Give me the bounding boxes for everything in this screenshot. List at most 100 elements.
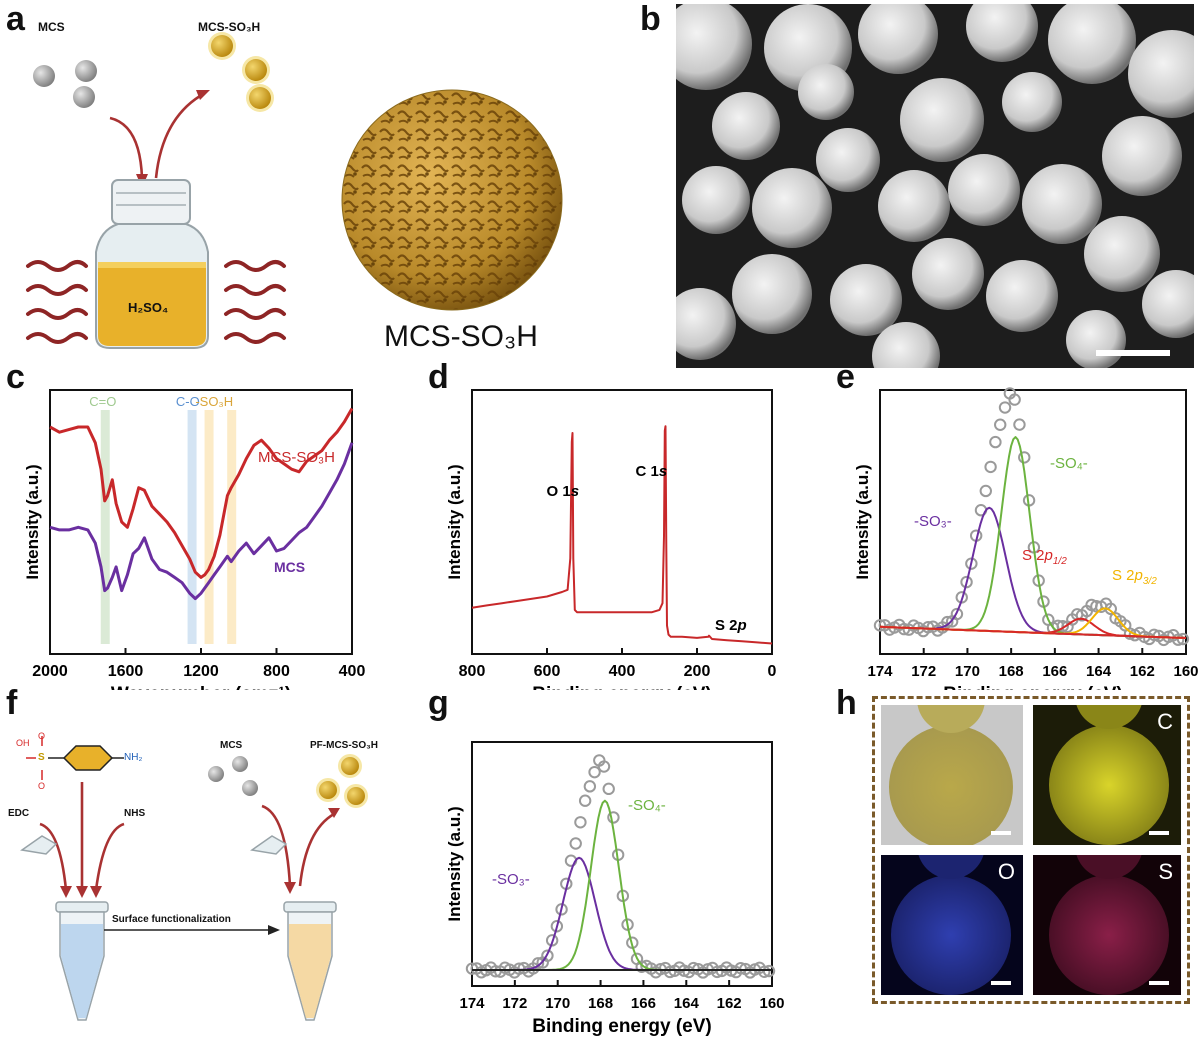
chart-g: 174 172 170 168 166 164 162 160 Binding energy (… [445,741,785,1037]
mcs-particles [33,60,97,108]
mcs-so3h-label: MCS-SO₃H [198,20,261,34]
surface-functionalization-label: Surface functionalization [112,914,231,925]
x-tick-label: 162 [1130,663,1155,680]
tube-1 [20,835,109,1021]
data-point [1008,393,1021,406]
data-point [989,435,1002,449]
eds-o-tile: O [881,855,1023,995]
edc-label: EDC [8,808,30,819]
x-tick-label: 168 [999,663,1024,680]
data-point [550,920,564,933]
panel-label-h: h [836,684,857,722]
data-point [984,460,997,474]
mcs-label: MCS [38,20,65,34]
background-line [879,625,1187,639]
h2so4-label: H₂SO₄ [128,300,169,315]
data-point [531,957,545,970]
x-tick-label: 172 [502,995,527,1012]
data-point [941,615,954,629]
component-label: -SO₄- [628,797,666,814]
data-point [574,816,587,829]
band-highlight [187,410,197,644]
component-label: -SO₃- [914,513,952,530]
x-axis-label: Binding energy (eV) [532,1016,711,1037]
chart-c: 2000 1600 1200 800 400 Wavenumber (cm⁻¹) Inten… [23,389,366,690]
eds-o-label: O [997,859,1015,884]
x-tick-label: 170 [955,663,980,680]
series-line [471,425,773,645]
y-axis-label: Intensity (a.u.) [23,464,42,579]
chart-d: 800 600 400 200 0 Binding energy (eV) Intensit… [445,389,777,690]
peak-label: S 2p [715,617,747,634]
sulfanilic-acid-structure [26,736,124,780]
panel-label-e: e [836,358,855,396]
x-tick-label: 164 [674,995,700,1012]
porous-sphere [341,89,563,311]
data-point [1171,633,1185,646]
data-point [758,965,771,978]
oh-label: OH [16,738,30,748]
plot-frame [471,389,773,655]
x-tick-label: 400 [339,663,366,680]
acid-jar [95,179,209,349]
x-tick-label: 600 [534,663,561,680]
component-label: S 2p3/2 [1112,567,1157,587]
x-tick-label: 174 [459,995,485,1012]
nhs-label: NHS [124,808,146,819]
y-axis-label: Intensity (a.u.) [445,464,464,579]
data-point [583,780,597,793]
x-tick-label: 162 [717,995,742,1012]
y-axis-label: Intensity (a.u.) [445,806,464,921]
band-highlight [204,410,214,644]
x-axis-label: Binding energy (eV) [943,684,1122,690]
eds-overlay-tile [881,705,1023,845]
component-line [879,436,1187,639]
y-axis-label: Intensity (a.u.) [853,464,872,579]
band-highlight [100,410,110,644]
data-point [597,760,611,773]
data-point [994,418,1007,431]
data-point [607,811,620,824]
series-line [49,407,354,579]
data-points [465,754,776,979]
reagent-arrows [39,782,125,891]
data-point [602,782,615,796]
eds-s-label: S [1158,859,1173,884]
process-arrows-f [261,804,335,887]
plot-frame [879,389,1187,655]
x-tick-label: 166 [631,995,656,1012]
x-tick-label: 168 [588,995,613,1012]
band-annotation: C-O [176,394,200,409]
x-tick-label: 172 [911,663,936,680]
panel-label-d: d [428,358,449,396]
data-point [979,484,992,498]
component-label: -SO₄- [1050,455,1088,472]
data-point [1018,451,1031,464]
panel-label-g: g [428,684,449,722]
sem-spheres [676,4,1194,368]
panel-label-f: f [6,684,18,722]
peak-label: C 1s [636,463,668,480]
sem-image [676,4,1194,368]
data-point [578,794,592,807]
x-tick-label: 166 [1042,663,1067,680]
mcs-particles-f [208,756,258,796]
mcs-so3h-particles [208,32,274,112]
data-point [541,949,554,962]
eds-c-tile: C [1033,705,1181,845]
x-tick-label: 174 [867,663,893,680]
plot-frame [471,741,773,987]
x-axis-label: Binding energy (eV) [532,684,711,690]
eds-map-frame: C O S [872,696,1190,1004]
band-annotation: C=O [89,394,116,409]
x-tick-label: 170 [545,995,570,1012]
sphere-caption: MCS-SO₃H [384,320,538,353]
x-tick-label: 800 [263,663,290,680]
data-point [1176,632,1190,646]
x-tick-label: 164 [1086,663,1112,680]
x-tick-label: 0 [768,663,777,680]
x-tick-label: 160 [759,995,784,1012]
x-tick-label: 400 [609,663,636,680]
tube-2 [250,835,337,1021]
band-highlight [227,410,237,644]
